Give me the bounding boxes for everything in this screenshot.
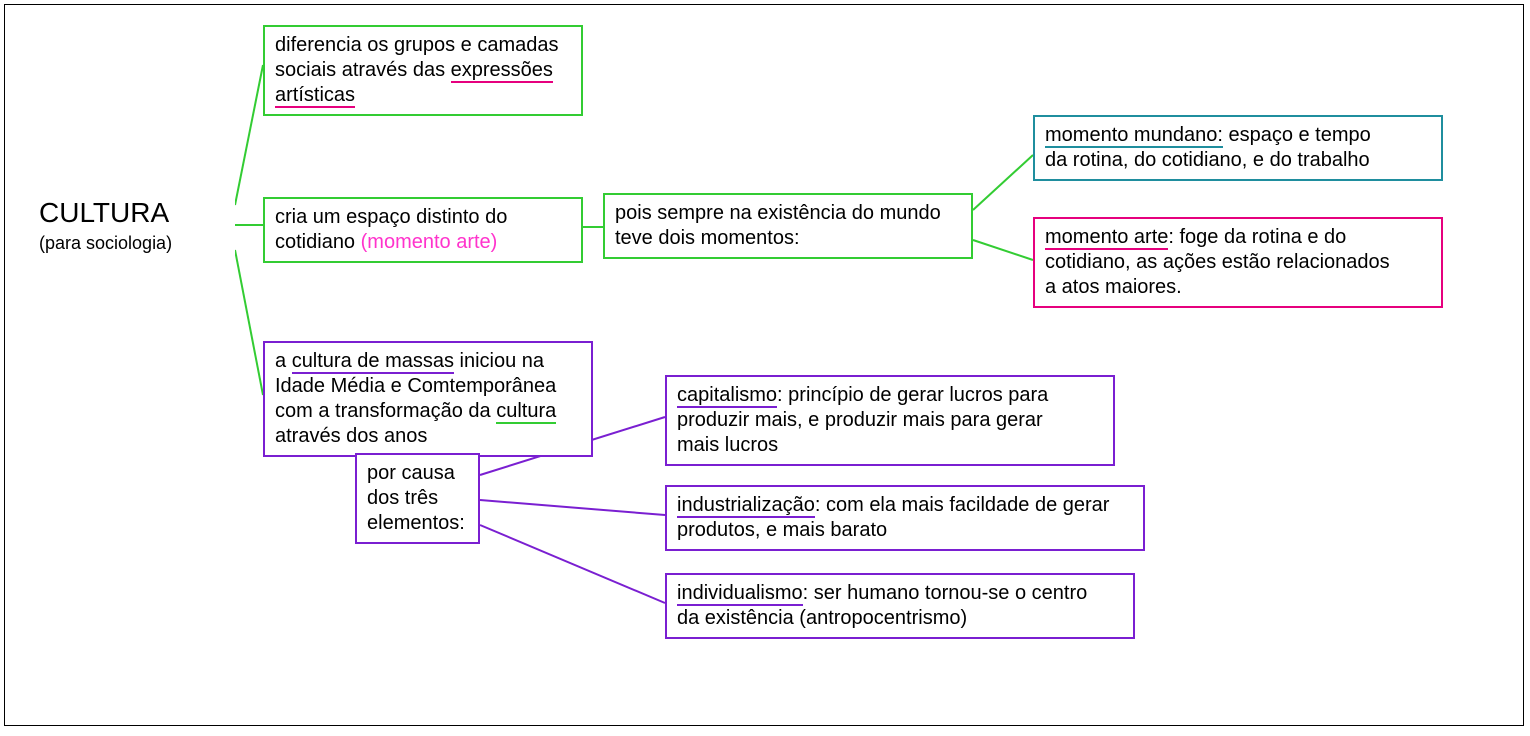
text-segment: diferencia os grupos e camadas — [275, 34, 559, 56]
text-segment: cria um espaço distinto do — [275, 206, 507, 228]
text-segment: cultura — [496, 400, 556, 424]
text-line: a cultura de massas iniciou na — [275, 349, 581, 374]
edge — [973, 240, 1033, 260]
text-line: teve dois momentos: — [615, 226, 961, 251]
text-segment: industrialização — [677, 494, 815, 518]
edge — [973, 155, 1033, 210]
text-line: industrialização: com ela mais facildade… — [677, 493, 1133, 518]
text-line: artísticas — [275, 83, 571, 108]
text-line: através dos anos — [275, 424, 581, 449]
text-line: cotidiano, as ações estão relacionados — [1045, 250, 1431, 275]
text-line: cria um espaço distinto do — [275, 205, 571, 230]
text-segment: mais lucros — [677, 434, 778, 456]
text-segment: através dos anos — [275, 425, 427, 447]
text-segment: produzir mais, e produzir mais para gera… — [677, 409, 1043, 431]
text-line: elementos: — [367, 511, 468, 536]
text-segment: iniciou na — [454, 350, 544, 372]
text-line: dos três — [367, 486, 468, 511]
edge — [235, 65, 263, 205]
text-segment: cotidiano — [275, 231, 361, 253]
text-line: cotidiano (momento arte) — [275, 230, 571, 255]
root-subtitle: (para sociologia) — [39, 232, 221, 255]
text-segment: : com ela mais facildade de gerar — [815, 494, 1110, 516]
text-line: momento mundano: espaço e tempo — [1045, 123, 1431, 148]
edge — [235, 250, 263, 395]
root-node: CULTURA (para sociologia) — [25, 185, 235, 265]
node-industrializacao: industrialização: com ela mais facildade… — [665, 485, 1145, 551]
text-segment: : foge da rotina e do — [1168, 226, 1346, 248]
text-segment: (momento arte) — [361, 231, 498, 253]
node-momento_arte: momento arte: foge da rotina e docotidia… — [1033, 217, 1443, 308]
text-segment: sociais através das — [275, 59, 451, 81]
text-segment: por causa — [367, 462, 455, 484]
text-line: mais lucros — [677, 433, 1103, 458]
node-cultura_massas: a cultura de massas iniciou naIdade Médi… — [263, 341, 593, 457]
text-line: pois sempre na existência do mundo — [615, 201, 961, 226]
edge — [480, 500, 665, 515]
text-segment: cotidiano, as ações estão relacionados — [1045, 251, 1390, 273]
text-segment: da existência (antropocentrismo) — [677, 607, 967, 629]
text-line: com a transformação da cultura — [275, 399, 581, 424]
node-diferencia: diferencia os grupos e camadassociais at… — [263, 25, 583, 116]
text-segment: pois sempre na existência do mundo — [615, 202, 941, 224]
node-individualismo: individualismo: ser humano tornou-se o c… — [665, 573, 1135, 639]
text-line: capitalismo: princípio de gerar lucros p… — [677, 383, 1103, 408]
text-line: a atos maiores. — [1045, 275, 1431, 300]
text-segment: espaço e tempo — [1223, 124, 1371, 146]
text-line: sociais através das expressões — [275, 58, 571, 83]
text-segment: : ser humano tornou-se o centro — [803, 582, 1088, 604]
text-line: Idade Média e Comtemporânea — [275, 374, 581, 399]
text-segment: momento arte — [1045, 226, 1168, 250]
node-cria_espaco: cria um espaço distinto docotidiano (mom… — [263, 197, 583, 263]
node-tres_elementos: por causa dos três elementos: — [355, 453, 480, 544]
text-segment: dos três — [367, 487, 438, 509]
text-line: diferencia os grupos e camadas — [275, 33, 571, 58]
text-segment: : princípio de gerar lucros para — [777, 384, 1048, 406]
text-line: por causa — [367, 461, 468, 486]
text-line: da existência (antropocentrismo) — [677, 606, 1123, 631]
text-segment: expressões — [451, 59, 553, 83]
edge — [480, 525, 665, 603]
text-segment: cultura de massas — [292, 350, 454, 374]
text-segment: teve dois momentos: — [615, 227, 800, 249]
text-segment: produtos, e mais barato — [677, 519, 887, 541]
text-segment: a atos maiores. — [1045, 276, 1182, 298]
text-line: da rotina, do cotidiano, e do trabalho — [1045, 148, 1431, 173]
text-segment: Idade Média e Comtemporânea — [275, 375, 556, 397]
text-segment: elementos: — [367, 512, 465, 534]
node-dois_momentos: pois sempre na existência do mundo teve d… — [603, 193, 973, 259]
text-line: momento arte: foge da rotina e do — [1045, 225, 1431, 250]
concept-map-canvas: CULTURA (para sociologia) diferencia os … — [4, 4, 1524, 726]
text-line: produzir mais, e produzir mais para gera… — [677, 408, 1103, 433]
text-segment: momento mundano: — [1045, 124, 1223, 148]
node-momento_mundano: momento mundano: espaço e tempoda rotina… — [1033, 115, 1443, 181]
node-capitalismo: capitalismo: princípio de gerar lucros p… — [665, 375, 1115, 466]
text-segment: com a transformação da — [275, 400, 496, 422]
root-title: CULTURA — [39, 197, 169, 228]
text-segment: individualismo — [677, 582, 803, 606]
text-line: individualismo: ser humano tornou-se o c… — [677, 581, 1123, 606]
text-segment: capitalismo — [677, 384, 777, 408]
text-segment: a — [275, 350, 292, 372]
text-segment: da rotina, do cotidiano, e do trabalho — [1045, 149, 1370, 171]
text-segment: artísticas — [275, 84, 355, 108]
text-line: produtos, e mais barato — [677, 518, 1133, 543]
